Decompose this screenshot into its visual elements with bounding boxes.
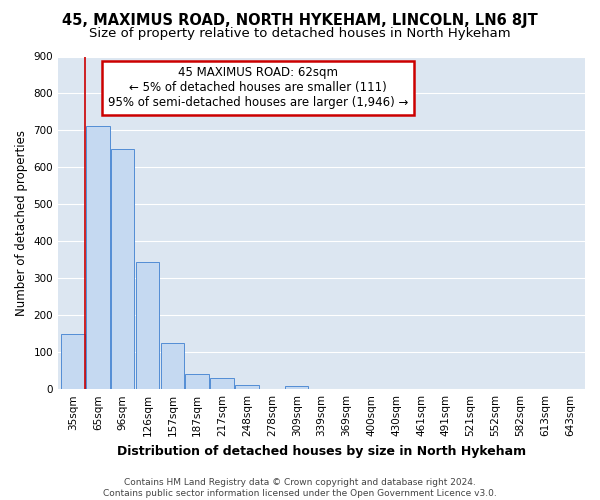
Text: Contains HM Land Registry data © Crown copyright and database right 2024.
Contai: Contains HM Land Registry data © Crown c… xyxy=(103,478,497,498)
Bar xyxy=(185,374,209,389)
Text: Size of property relative to detached houses in North Hykeham: Size of property relative to detached ho… xyxy=(89,28,511,40)
Y-axis label: Number of detached properties: Number of detached properties xyxy=(15,130,28,316)
Bar xyxy=(86,126,110,389)
Bar xyxy=(161,342,184,389)
Bar xyxy=(285,386,308,389)
Bar xyxy=(210,378,234,389)
Text: 45 MAXIMUS ROAD: 62sqm
← 5% of detached houses are smaller (111)
95% of semi-det: 45 MAXIMUS ROAD: 62sqm ← 5% of detached … xyxy=(108,66,409,110)
Bar xyxy=(136,262,160,389)
Text: 45, MAXIMUS ROAD, NORTH HYKEHAM, LINCOLN, LN6 8JT: 45, MAXIMUS ROAD, NORTH HYKEHAM, LINCOLN… xyxy=(62,12,538,28)
Bar xyxy=(111,148,134,389)
X-axis label: Distribution of detached houses by size in North Hykeham: Distribution of detached houses by size … xyxy=(117,444,526,458)
Bar xyxy=(61,334,85,389)
Bar xyxy=(235,384,259,389)
